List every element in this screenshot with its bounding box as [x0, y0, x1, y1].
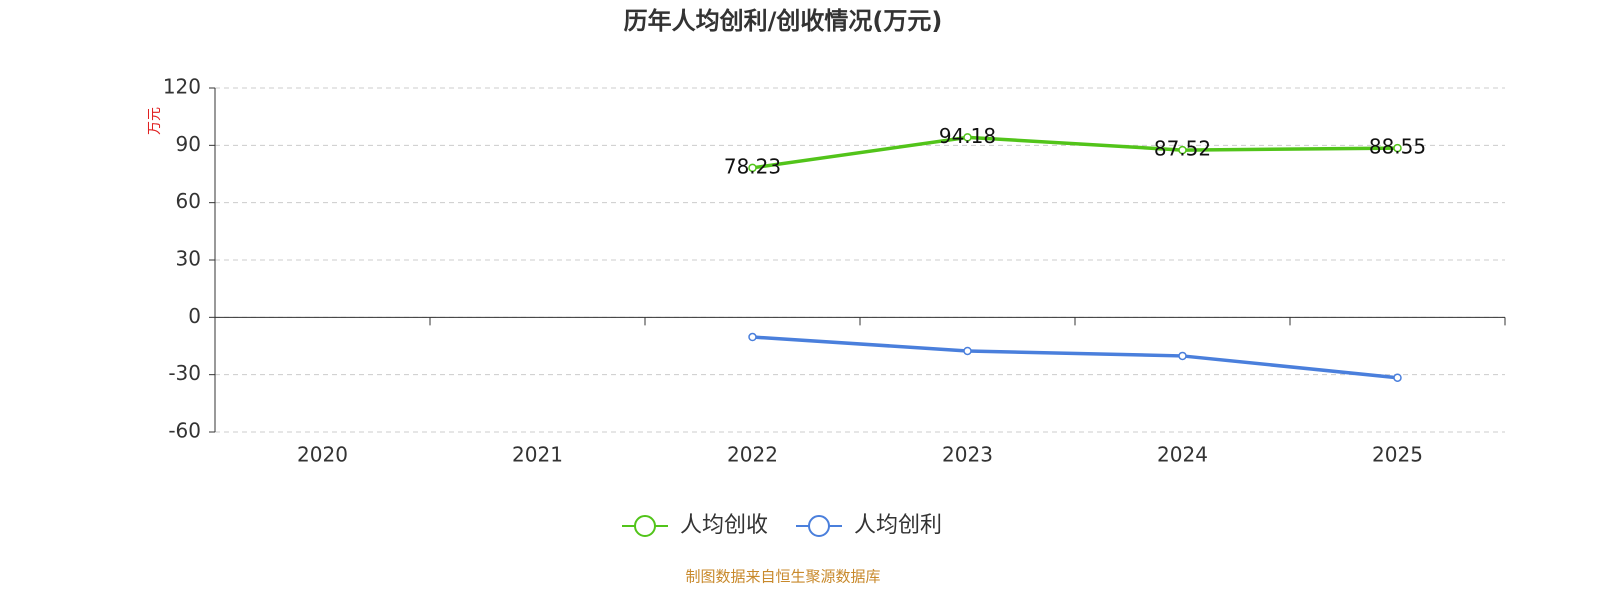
series-line — [752, 335, 1398, 380]
x-tick-label: 2023 — [942, 443, 993, 467]
x-tick-label: 2025 — [1372, 443, 1423, 467]
data-point — [1178, 351, 1187, 361]
legend-label: 人均创利 — [854, 513, 942, 538]
y-tick-label: 0 — [188, 304, 201, 328]
x-tick-label: 2024 — [1157, 443, 1208, 467]
data-point — [963, 133, 972, 142]
legend-label: 人均创收 — [680, 513, 768, 538]
y-tick-label: -60 — [168, 419, 201, 443]
data-point — [1393, 373, 1402, 382]
x-tick-label: 2022 — [727, 443, 778, 467]
y-tick-label: 60 — [176, 189, 201, 213]
data-point — [748, 332, 757, 342]
data-point — [963, 346, 972, 356]
y-axis-label: 万元 — [147, 107, 163, 135]
y-tick-label: -30 — [168, 361, 201, 385]
data-label: 94.18 — [939, 124, 996, 148]
series-line — [752, 135, 1398, 170]
data-label: 88.55 — [1369, 135, 1426, 159]
legend-item: 人均创利 — [796, 513, 942, 538]
data-point — [1178, 145, 1187, 155]
x-tick-label: 2021 — [512, 443, 563, 467]
data-point — [748, 163, 757, 173]
data-label: 78.23 — [724, 154, 781, 178]
chart-title: 历年人均创利/创收情况(万元) — [624, 7, 943, 35]
y-tick-label: 30 — [176, 247, 201, 271]
y-tick-label: 120 — [163, 75, 201, 99]
y-tick-label: 90 — [176, 132, 201, 156]
legend-symbol — [808, 515, 830, 537]
source-note: 制图数据来自恒生聚源数据库 — [685, 568, 880, 586]
data-point — [1393, 143, 1402, 153]
legend-item: 人均创收 — [622, 513, 768, 538]
legend-symbol — [634, 515, 656, 537]
x-tick-label: 2020 — [297, 443, 348, 467]
data-label: 87.52 — [1154, 137, 1211, 161]
